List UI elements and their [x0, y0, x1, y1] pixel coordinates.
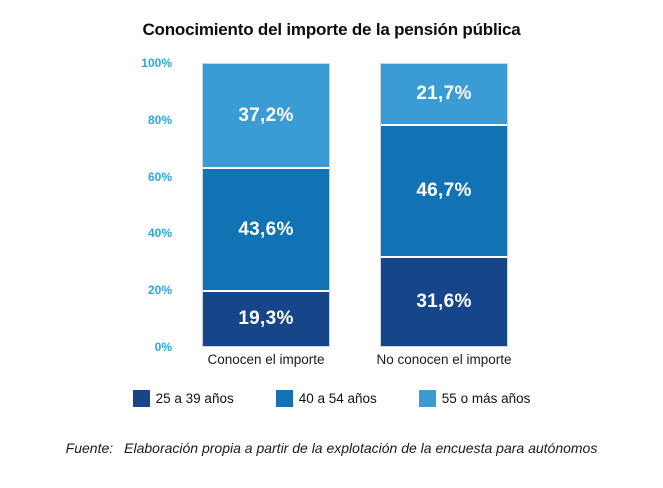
y-axis-tick: 100%: [141, 56, 172, 70]
stacked-bar-no-conocen: 31,6% 46,7% 21,7%: [380, 63, 508, 347]
x-axis-label-no-conocen: No conocen el importe: [376, 352, 512, 367]
bar-segment: 19,3%: [203, 292, 329, 346]
y-axis: 100% 80% 60% 40% 20% 0%: [118, 56, 172, 354]
bar-segment: 31,6%: [381, 258, 507, 346]
y-axis-tick: 20%: [147, 283, 172, 298]
legend-item: 25 a 39 años: [132, 390, 234, 407]
y-axis-tick: 80%: [147, 112, 172, 127]
legend-swatch: [275, 390, 293, 407]
source-note-text: Elaboración propia a partir de la explot…: [124, 440, 598, 456]
legend-item: 55 o más años: [418, 390, 531, 407]
legend-label: 55 o más años: [441, 391, 531, 406]
y-axis-tick: 0%: [154, 340, 172, 354]
y-axis-tick: 40%: [147, 226, 172, 241]
bar-segment: 46,7%: [381, 126, 507, 259]
source-note: Fuente: Elaboración propia a partir de la…: [0, 440, 663, 456]
legend-label: 40 a 54 años: [298, 391, 377, 406]
legend-swatch: [132, 390, 150, 407]
source-note-prefix: Fuente:: [65, 440, 114, 456]
bar-segment: 21,7%: [381, 64, 507, 127]
y-axis-tick: 60%: [147, 169, 172, 184]
bar-segment: 43,6%: [203, 169, 329, 293]
legend-swatch: [418, 390, 436, 407]
bar-segment: 37,2%: [203, 64, 329, 170]
chart-title: Conocimiento del importe de la pensión p…: [142, 20, 521, 39]
legend-label: 25 a 39 años: [155, 391, 234, 406]
x-axis-label-conocen: Conocen el importe: [207, 352, 325, 367]
stacked-bar-conocen: 19,3% 43,6% 37,2%: [202, 63, 330, 347]
legend: 25 a 39 años 40 a 54 años 55 o más años: [0, 390, 663, 407]
legend-item: 40 a 54 años: [275, 390, 377, 407]
